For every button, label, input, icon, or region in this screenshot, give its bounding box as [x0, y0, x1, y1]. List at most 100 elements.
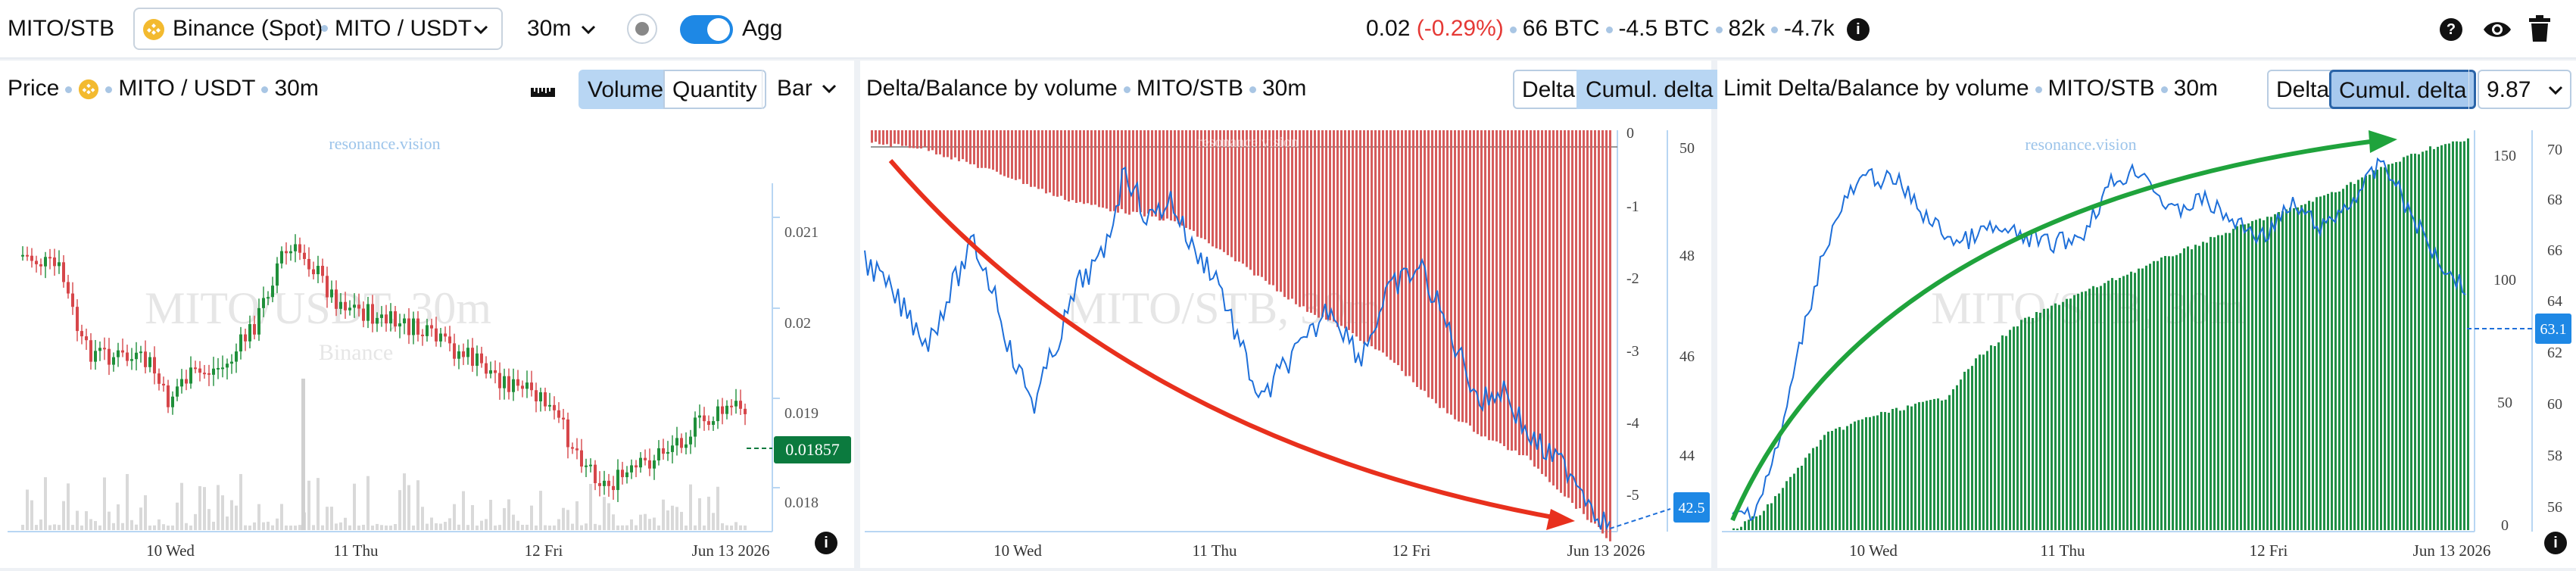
delta-bar: [1575, 130, 1577, 509]
volume-button[interactable]: Volume: [579, 70, 673, 109]
delta-bar: [1159, 130, 1161, 221]
agg-toggle[interactable]: [680, 15, 733, 44]
delta-bar: [1910, 406, 1913, 530]
delta-bar: [2077, 293, 2079, 530]
volume-bar: [71, 525, 74, 530]
limit-delta-panel: Limit Delta/Balance by volume MITO/STB 30m…: [1717, 61, 2576, 568]
delta-bar: [2141, 268, 2144, 530]
delta-bar: [1804, 457, 1807, 530]
delta-button[interactable]: Delta: [2267, 70, 2339, 109]
candle-body: [657, 448, 660, 460]
candle-body: [108, 348, 111, 365]
delta-bar: [2069, 298, 2072, 530]
info-icon[interactable]: i: [2544, 532, 2567, 554]
delta-bar: [928, 130, 930, 151]
delta-bar: [2266, 217, 2269, 530]
delta-button[interactable]: Delta: [1513, 70, 1585, 109]
candle-body: [257, 307, 260, 335]
delta-bar: [1816, 446, 1818, 530]
delta-bar: [1185, 130, 1187, 228]
time-label: 10 Wed: [1849, 541, 1898, 560]
candle-body: [476, 353, 479, 367]
volume-bar: [630, 519, 633, 530]
cumulative-delta-button[interactable]: Cumul. delta: [2329, 70, 2477, 109]
delta-bar: [1287, 130, 1290, 300]
delta-bar: [1609, 130, 1611, 541]
price-chart[interactable]: MITO/USDT, 30m Binance resonance.vision …: [0, 115, 854, 568]
delta-bar: [1208, 130, 1210, 244]
delta-bar: [1321, 130, 1324, 317]
volume-bar: [58, 525, 61, 530]
candle-body: [262, 298, 265, 308]
candle-body: [121, 350, 124, 353]
trash-icon[interactable]: [2528, 15, 2552, 42]
quantity-button[interactable]: Quantity: [663, 70, 766, 109]
delta-bar: [1257, 130, 1259, 276]
delta-chart[interactable]: MITO/STB, 30m resonance.vision 0 -1 -2 -…: [860, 115, 1711, 568]
delta-bar: [1526, 130, 1528, 456]
candle-body: [276, 263, 279, 286]
cumulative-delta-button[interactable]: Cumul. delta: [1576, 70, 1723, 109]
interval-label: 30m: [2173, 76, 2219, 101]
symbol-label[interactable]: MITO/STB: [8, 16, 115, 41]
record-button[interactable]: [627, 14, 657, 44]
candle-body: [671, 445, 674, 452]
price-tick-label: 0.02: [784, 315, 811, 332]
delta-bar: [1793, 473, 1795, 530]
eye-icon[interactable]: [2482, 17, 2512, 42]
volume-bar: [580, 525, 583, 530]
candle-body: [148, 357, 151, 367]
chevron-down-icon[interactable]: [821, 82, 837, 95]
delta-bar: [1548, 130, 1551, 482]
delta-bar: [2039, 312, 2041, 530]
delta-bar: [2263, 220, 2265, 530]
delta-bar: [2459, 142, 2462, 530]
delta-bar: [1865, 417, 1867, 530]
delta-bar: [1926, 401, 1928, 530]
delta-bar: [2403, 157, 2405, 530]
candle-body: [653, 460, 656, 469]
candle-body: [62, 262, 65, 282]
delta-bar: [2164, 256, 2166, 530]
threshold-select[interactable]: 9.87: [2478, 70, 2571, 109]
limit-delta-chart[interactable]: MITO/STB, 30m resonance.vision 150 100 5…: [1717, 115, 2576, 568]
candle-body: [221, 367, 224, 370]
delta-bar: [890, 130, 892, 147]
delta-bar: [1041, 130, 1043, 189]
delta-bar: [1986, 351, 1988, 530]
delta-bar: [1880, 411, 1882, 530]
candle-body: [248, 324, 251, 342]
volume-bar: [207, 509, 211, 530]
volume-bar: [625, 525, 628, 530]
delta-bar: [988, 130, 990, 169]
delta-bar: [1261, 130, 1263, 277]
volume-bar: [144, 495, 147, 530]
candle-body: [44, 257, 47, 267]
last-price: 0.02: [1366, 16, 1411, 41]
volume-bar: [53, 524, 56, 530]
exchange-pair-selector[interactable]: Binance (Spot) MITO / USDT: [133, 8, 503, 50]
time-label: Jun 13 2026: [2413, 541, 2491, 560]
delta-bar: [1560, 130, 1562, 493]
interval-selector[interactable]: 30m: [510, 8, 610, 50]
ruler-icon[interactable]: [530, 83, 556, 98]
delta-bar: [962, 130, 964, 160]
agg-label: Agg: [742, 16, 783, 41]
delta-bar: [1215, 130, 1218, 248]
delta-bar: [958, 130, 960, 161]
help-icon[interactable]: ?: [2440, 18, 2462, 41]
candle-body: [212, 368, 215, 375]
time-label: 11 Thu: [2041, 541, 2085, 560]
chart-style-select[interactable]: Bar: [777, 76, 812, 101]
delta-bar: [924, 130, 926, 147]
delta-bar: [2350, 182, 2352, 531]
candle-body: [207, 373, 211, 375]
info-icon[interactable]: i: [815, 532, 837, 554]
delta-bar: [1450, 130, 1452, 415]
info-icon[interactable]: i: [1846, 18, 1870, 42]
volume-bar: [575, 501, 579, 530]
delta-bar: [2058, 304, 2060, 530]
delta-bar: [2202, 242, 2204, 530]
candle-body: [598, 482, 601, 486]
delta-bar: [1740, 526, 1742, 530]
